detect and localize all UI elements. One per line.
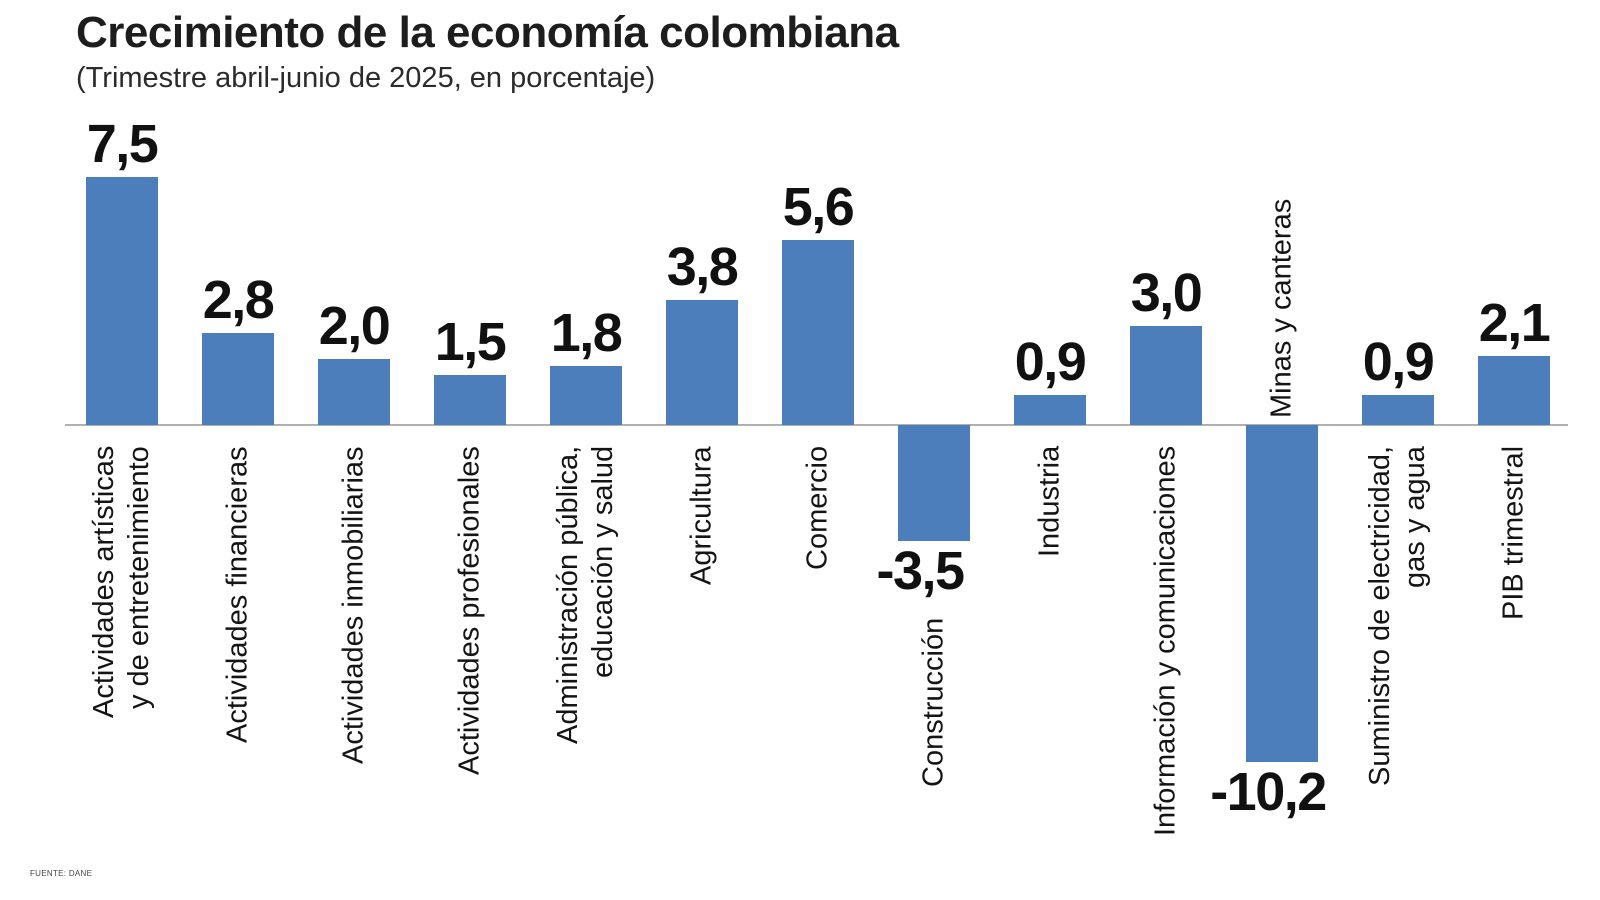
bar-9: [1014, 395, 1086, 425]
value-label-9: 0,9: [1014, 332, 1087, 392]
category-label-line: Administración pública,: [552, 446, 584, 745]
category-label-9: Industria: [1033, 446, 1068, 876]
bar-6: [666, 300, 738, 425]
bar-11: [1246, 425, 1318, 762]
bar-4: [434, 375, 506, 425]
value-label-7: 5,6: [782, 177, 855, 237]
category-label-line: Actividades inmobiliarias: [337, 446, 370, 764]
value-label-1: 7,5: [86, 114, 159, 174]
category-label-3: Actividades inmobiliarias: [337, 446, 372, 876]
category-label-6: Agricultura: [685, 446, 720, 876]
category-label-13: PIB trimestral: [1497, 446, 1532, 876]
category-label-line: PIB trimestral: [1497, 446, 1530, 621]
category-label-2: Actividades financieras: [221, 446, 256, 876]
category-label-10: Información y comunicaciones: [1149, 446, 1184, 876]
bar-2: [202, 333, 274, 425]
value-label-12: 0,9: [1362, 332, 1435, 392]
bar-5: [550, 366, 622, 425]
category-label-7: Comercio: [801, 446, 836, 876]
category-label-line: Agricultura: [685, 446, 718, 585]
chart-title: Crecimiento de la economía colombiana: [76, 8, 899, 57]
category-label-line: Industria: [1033, 446, 1066, 558]
zero-axis-line: [65, 424, 1568, 426]
value-label-2: 2,8: [202, 270, 275, 330]
category-label-line: Minas y canteras: [1265, 198, 1298, 418]
value-label-6: 3,8: [666, 237, 739, 297]
bar-8: [898, 425, 970, 541]
bar-3: [318, 359, 390, 425]
category-label-line: Construcción: [917, 618, 950, 788]
category-label-11: Minas y canteras: [1265, 133, 1300, 418]
category-label-line: y de entretenimiento: [123, 446, 155, 709]
category-label-4: Actividades profesionales: [453, 446, 488, 876]
value-label-13: 2,1: [1478, 293, 1551, 353]
category-label-line: Información y comunicaciones: [1149, 446, 1182, 837]
bar-12: [1362, 395, 1434, 425]
value-label-4: 1,5: [434, 312, 507, 372]
source-note: FUENTE: DANE: [30, 869, 93, 878]
chart-subtitle: (Trimestre abril-junio de 2025, en porce…: [76, 62, 656, 94]
bar-10: [1130, 326, 1202, 425]
category-label-5: Administración pública, educación y salud: [551, 446, 621, 876]
value-label-11: -10,2: [1210, 762, 1327, 822]
category-label-line: Suministro de electricidad,: [1364, 446, 1396, 787]
category-label-8: Construcción: [917, 618, 952, 813]
category-label-line: gas y agua: [1399, 446, 1431, 588]
category-label-line: Actividades profesionales: [453, 446, 486, 775]
category-label-line: educación y salud: [587, 446, 619, 679]
bar-13: [1478, 356, 1550, 425]
bar-7: [782, 240, 854, 425]
category-label-12: Suministro de electricidad, gas y agua: [1363, 446, 1433, 876]
category-label-1: Actividades artísticas y de entretenimien…: [87, 446, 157, 876]
value-label-3: 2,0: [318, 296, 391, 356]
category-label-line: Actividades financieras: [221, 446, 254, 743]
category-label-line: Actividades artísticas: [88, 446, 120, 719]
value-label-5: 1,8: [550, 303, 623, 363]
category-label-line: Comercio: [801, 446, 834, 571]
value-label-10: 3,0: [1130, 263, 1203, 323]
bar-1: [86, 177, 158, 425]
value-label-8: -3,5: [876, 541, 965, 601]
